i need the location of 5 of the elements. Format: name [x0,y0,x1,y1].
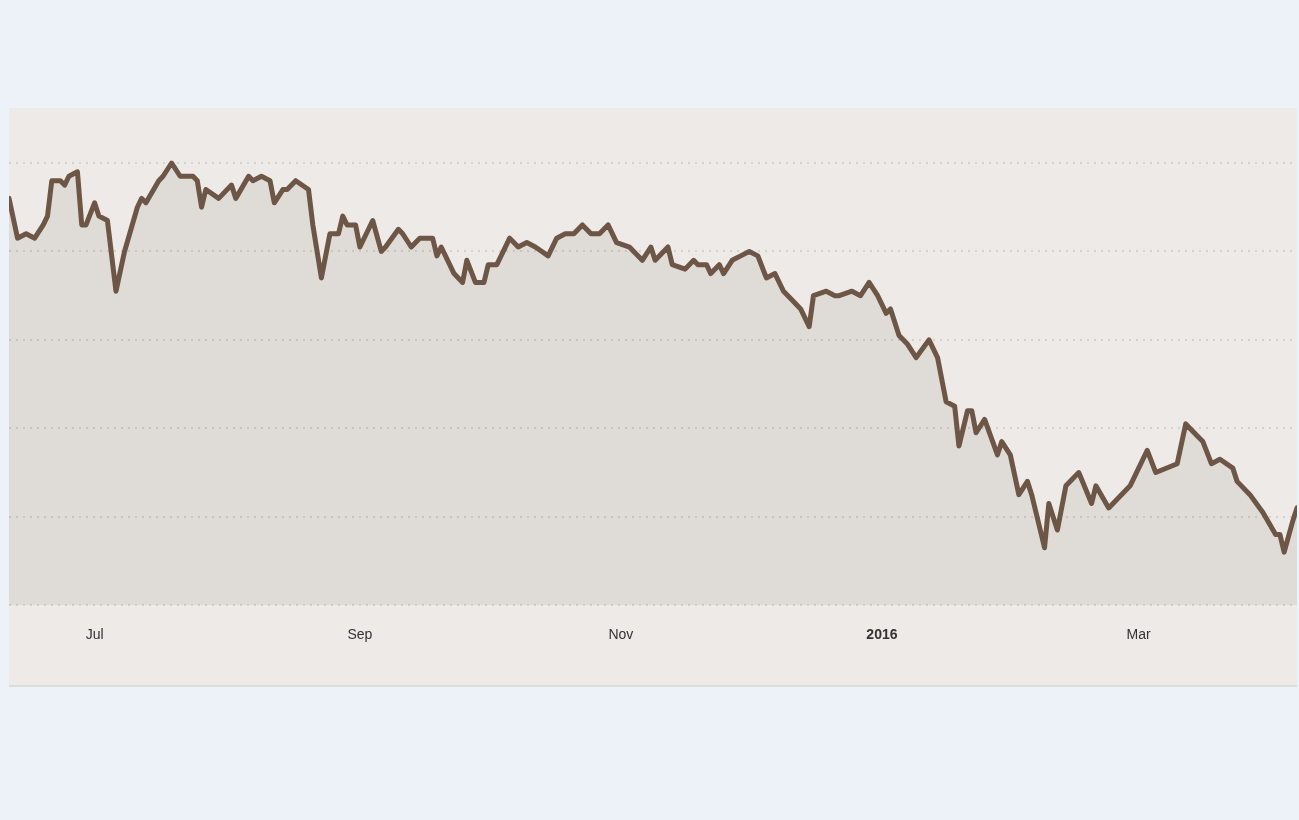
x-tick-label: Jul [85,626,104,643]
x-tick-label: Sep [347,626,373,643]
x-tick-label: Nov [608,626,634,643]
x-tick-label: 2016 [866,626,898,643]
x-tick-label: Mar [1126,626,1152,643]
